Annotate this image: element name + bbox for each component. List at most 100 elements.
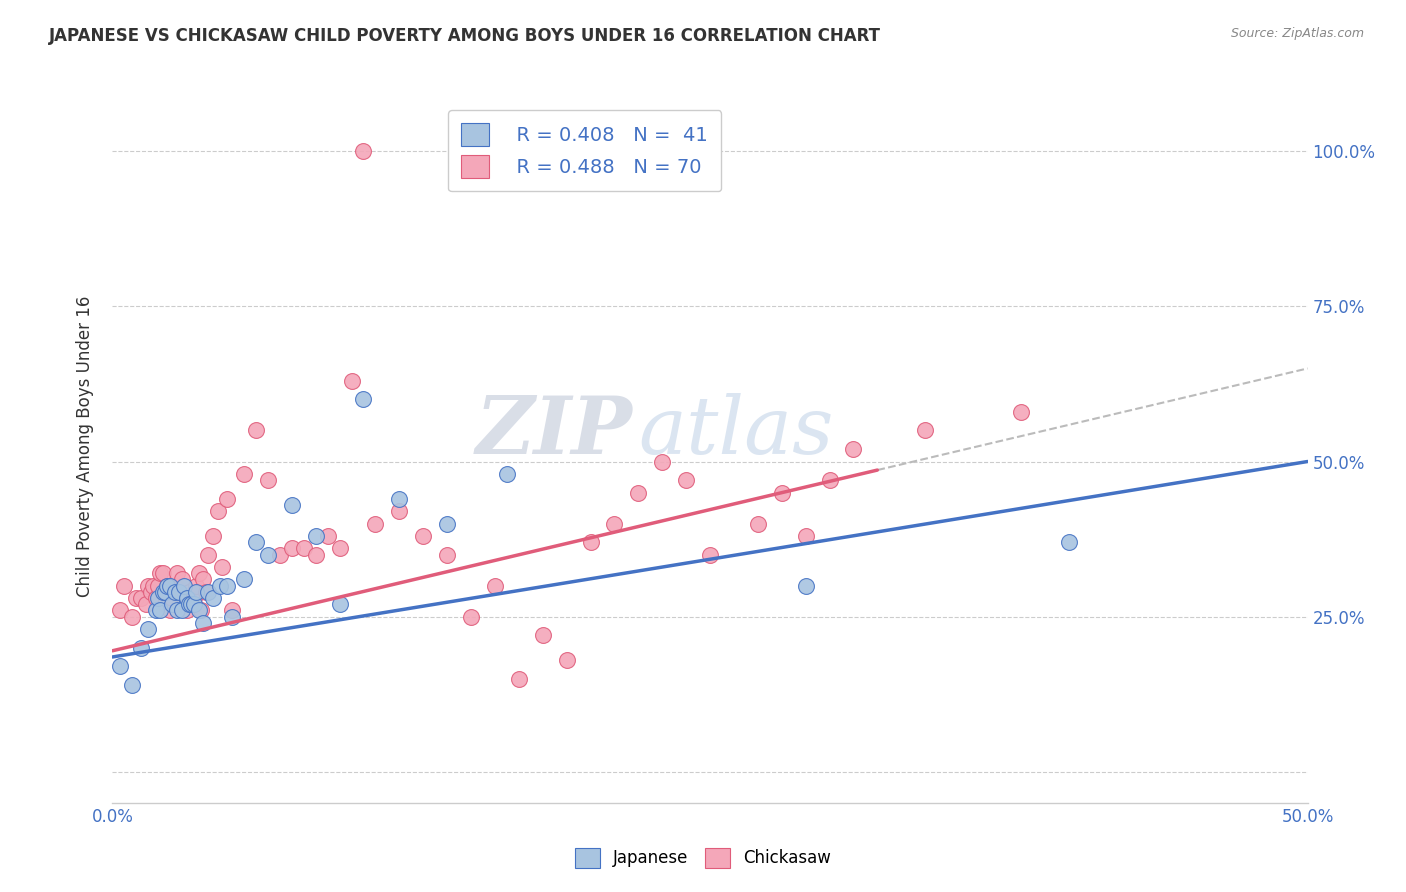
Point — [152, 584, 174, 599]
Point — [217, 491, 239, 506]
Point — [114, 579, 135, 593]
Point — [245, 535, 267, 549]
Point — [412, 529, 434, 543]
Point — [162, 597, 183, 611]
Point — [183, 597, 205, 611]
Point — [496, 467, 519, 481]
Y-axis label: Child Poverty Among Boys Under 16: Child Poverty Among Boys Under 16 — [76, 295, 94, 597]
Point — [149, 603, 172, 617]
Point — [180, 591, 202, 605]
Text: atlas: atlas — [638, 393, 834, 470]
Point — [177, 584, 200, 599]
Point — [169, 584, 191, 599]
Point — [166, 566, 188, 581]
Point — [281, 498, 304, 512]
Point — [145, 603, 167, 617]
Point — [329, 541, 352, 556]
Point — [531, 628, 554, 642]
Point — [193, 615, 215, 630]
Point — [138, 622, 160, 636]
Legend:   R = 0.408   N =  41,   R = 0.488   N = 70: R = 0.408 N = 41, R = 0.488 N = 70 — [447, 110, 721, 192]
Point — [460, 609, 482, 624]
Point — [201, 529, 224, 543]
Point — [159, 579, 181, 593]
Point — [352, 392, 374, 407]
Point — [305, 529, 328, 543]
Point — [108, 659, 131, 673]
Point — [217, 579, 239, 593]
Point — [186, 579, 208, 593]
Point — [221, 609, 243, 624]
Point — [186, 584, 208, 599]
Point — [627, 485, 650, 500]
Point — [163, 584, 186, 599]
Point — [292, 541, 315, 556]
Text: JAPANESE VS CHICKASAW CHILD POVERTY AMONG BOYS UNDER 16 CORRELATION CHART: JAPANESE VS CHICKASAW CHILD POVERTY AMON… — [49, 27, 882, 45]
Point — [1057, 535, 1080, 549]
Point — [129, 591, 152, 605]
Point — [651, 454, 673, 468]
Point — [257, 473, 280, 487]
Point — [914, 424, 936, 438]
Point — [121, 678, 143, 692]
Point — [166, 603, 188, 617]
Point — [281, 541, 304, 556]
Point — [169, 584, 191, 599]
Point — [125, 591, 148, 605]
Point — [121, 609, 143, 624]
Point — [233, 467, 256, 481]
Point — [352, 145, 374, 159]
Text: Source: ZipAtlas.com: Source: ZipAtlas.com — [1230, 27, 1364, 40]
Point — [183, 591, 205, 605]
Point — [770, 485, 793, 500]
Point — [579, 535, 602, 549]
Point — [211, 560, 233, 574]
Point — [135, 597, 157, 611]
Point — [436, 548, 458, 562]
Point — [170, 603, 193, 617]
Point — [173, 591, 195, 605]
Point — [340, 374, 363, 388]
Point — [176, 591, 198, 605]
Point — [388, 504, 411, 518]
Point — [139, 584, 162, 599]
Point — [197, 584, 219, 599]
Point — [794, 579, 817, 593]
Point — [194, 584, 217, 599]
Point — [1010, 405, 1032, 419]
Point — [388, 491, 411, 506]
Point — [508, 672, 530, 686]
Point — [201, 591, 224, 605]
Point — [818, 473, 841, 487]
Point — [145, 591, 167, 605]
Point — [675, 473, 697, 487]
Point — [146, 591, 169, 605]
Point — [153, 597, 176, 611]
Point — [163, 579, 186, 593]
Point — [129, 640, 152, 655]
Point — [257, 548, 280, 562]
Point — [699, 548, 721, 562]
Point — [193, 573, 215, 587]
Point — [177, 597, 200, 611]
Point — [221, 603, 243, 617]
Point — [197, 548, 219, 562]
Point — [138, 579, 160, 593]
Point — [173, 579, 195, 593]
Text: ZIP: ZIP — [475, 393, 633, 470]
Point — [603, 516, 626, 531]
Point — [316, 529, 339, 543]
Point — [269, 548, 291, 562]
Point — [233, 573, 256, 587]
Point — [484, 579, 506, 593]
Point — [305, 548, 328, 562]
Legend: Japanese, Chickasaw: Japanese, Chickasaw — [568, 841, 838, 875]
Point — [209, 579, 232, 593]
Point — [436, 516, 458, 531]
Point — [156, 579, 179, 593]
Point — [149, 566, 172, 581]
Point — [364, 516, 387, 531]
Point — [159, 603, 181, 617]
Point — [187, 603, 209, 617]
Point — [146, 579, 169, 593]
